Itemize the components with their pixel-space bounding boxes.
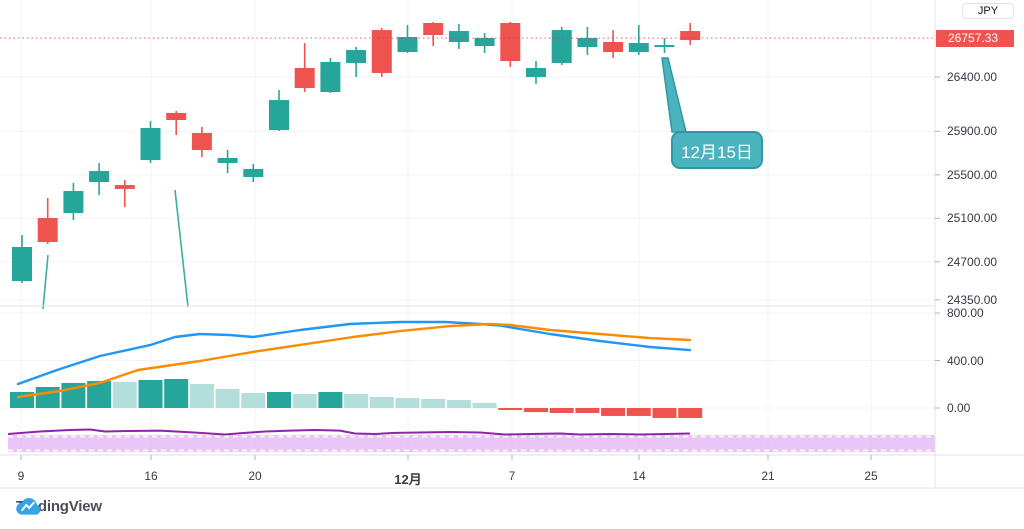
candlestick-body — [654, 45, 675, 48]
ma-fast-line — [16, 320, 692, 386]
time-tick-label: 16 — [144, 469, 158, 483]
candlestick-body — [577, 37, 598, 47]
volume-histogram-bar — [138, 379, 163, 408]
time-tick-label: 25 — [864, 469, 878, 483]
time-tick-label: 9 — [17, 469, 25, 483]
volume-histogram-bar — [498, 408, 523, 411]
candlestick-body — [37, 217, 58, 242]
currency-button[interactable]: JPY — [962, 3, 1014, 19]
volume-histogram-bar — [472, 403, 497, 408]
candlestick-body — [346, 50, 367, 63]
wick-spike-line — [42, 254, 49, 310]
candlestick-body — [500, 22, 521, 62]
wick-spike-line — [174, 189, 189, 308]
volume-histogram-bar — [601, 408, 626, 416]
candlestick-body — [89, 171, 110, 182]
price-tick-label: 26400.00 — [947, 70, 998, 84]
indicator-tick-label: 800.00 — [947, 306, 984, 320]
candlestick-body — [474, 37, 495, 47]
volume-histogram-bar — [524, 408, 548, 413]
band-signal-line — [7, 428, 691, 436]
volume-histogram-bar — [318, 391, 343, 408]
volume-histogram-bar — [267, 391, 291, 408]
volume-histogram-bar — [549, 408, 574, 413]
volume-histogram-bar — [164, 379, 189, 408]
time-tick-label: 7 — [508, 469, 516, 483]
candlestick-body — [217, 157, 238, 163]
price-tick-label: 25100.00 — [947, 211, 998, 226]
candlestick-body — [551, 30, 572, 63]
volume-histogram-bar — [344, 393, 369, 408]
candlestick-body — [191, 132, 212, 151]
time-tick-label: 12月 — [394, 472, 422, 487]
volume-histogram-bar — [626, 408, 651, 416]
candlestick-body — [448, 31, 469, 42]
tradingview-logo[interactable]: TradingView — [16, 498, 102, 515]
time-tick-label: 21 — [761, 469, 775, 483]
volume-histogram-bar — [575, 408, 600, 413]
candlestick-body — [12, 247, 32, 282]
candlestick-body — [680, 31, 701, 41]
volume-histogram-bar — [678, 408, 703, 418]
candlestick-body — [114, 185, 135, 189]
candlestick-body — [166, 112, 187, 121]
cloud-logo-icon — [16, 498, 41, 515]
last-price-badge: 26757.33 — [936, 29, 1014, 47]
volume-histogram-bar — [189, 384, 214, 408]
candlestick-body — [603, 42, 624, 52]
candlestick-body — [294, 67, 315, 88]
indicator-tick-label: 0.00 — [947, 401, 971, 415]
price-tick-label: 24700.00 — [947, 254, 998, 269]
ma-slow-line — [16, 322, 692, 399]
date-callout-bubble[interactable]: 12月15日 — [671, 131, 763, 169]
time-tick-label: 20 — [248, 469, 262, 483]
volume-histogram-bar — [35, 386, 60, 408]
volume-histogram-bar — [241, 393, 266, 408]
candlestick-body — [243, 168, 264, 177]
price-tick-label: 25900.00 — [947, 124, 998, 139]
candlestick-body — [371, 30, 392, 73]
candlestick-body — [526, 67, 546, 77]
indicator-tick-label: 400.00 — [947, 353, 984, 368]
candlestick-body — [140, 127, 161, 161]
candlestick-body — [63, 191, 84, 213]
candlestick-body — [628, 42, 649, 52]
candlestick-body — [397, 37, 418, 52]
volume-histogram-bar — [215, 389, 240, 408]
volume-histogram-bar — [369, 396, 394, 408]
time-tick-label: 14 — [632, 469, 646, 483]
price-tick-label: 25500.00 — [947, 167, 998, 182]
date-callout-tail — [661, 57, 687, 133]
volume-histogram-bar — [446, 400, 471, 408]
volume-histogram-bar — [652, 408, 677, 418]
candlestick-body — [423, 22, 444, 36]
price-tick-label: 24350.00 — [947, 292, 998, 307]
volume-histogram-bar — [112, 381, 137, 408]
lower-band-fill — [8, 434, 935, 453]
volume-histogram-bar — [395, 398, 420, 408]
candlestick-body — [320, 62, 341, 92]
candlestick-body — [269, 100, 289, 131]
volume-histogram-bar — [421, 398, 446, 408]
volume-histogram-bar — [292, 393, 317, 408]
